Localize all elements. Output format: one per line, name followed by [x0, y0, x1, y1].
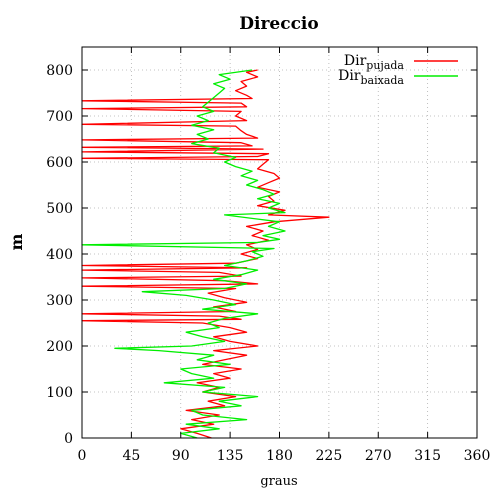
svg-text:Dirbaixada: Dirbaixada: [338, 68, 404, 87]
tick-labels: 0 45 90 135 180 225 270 315 360 0 100 200 300 400 500 6…: [46, 63, 490, 464]
x-tick-label: 135: [217, 448, 244, 464]
x-axis-label: graus: [260, 474, 297, 489]
y-tick-label: 200: [46, 339, 73, 355]
y-tick-label: 700: [46, 109, 73, 125]
series-line-pujada: [81, 69, 330, 439]
x-tick-label: 315: [414, 448, 441, 464]
x-tick-label: 360: [464, 448, 491, 464]
x-tick-label: 270: [365, 448, 392, 464]
legend-label-sub: pujada: [366, 59, 404, 72]
y-tick-label: 400: [46, 247, 73, 263]
axis-ticks: [81, 47, 478, 439]
legend-entry-pujada: Dirpujada: [344, 53, 458, 72]
series-line-baixada: [81, 69, 286, 439]
y-tick-label: 600: [46, 155, 73, 171]
y-tick-label: 800: [46, 63, 73, 79]
legend-entry-baixada: Dirbaixada: [338, 68, 458, 87]
series-layer: [81, 69, 330, 439]
y-tick-label: 300: [46, 293, 73, 309]
x-tick-label: 90: [172, 448, 190, 464]
legend: Dirpujada Dirbaixada: [338, 53, 458, 87]
y-tick-label: 100: [46, 385, 73, 401]
chart-title: Direccio: [239, 14, 318, 34]
y-tick-label: 0: [64, 431, 73, 447]
legend-label-sub: baixada: [361, 74, 405, 87]
svg-text:Dirpujada: Dirpujada: [344, 53, 405, 72]
legend-label-main: Dir: [338, 68, 361, 84]
x-tick-label: 225: [316, 448, 343, 464]
x-tick-label: 0: [78, 448, 87, 464]
legend-label-main: Dir: [344, 53, 367, 69]
y-axis-label: m: [7, 233, 26, 250]
y-tick-label: 500: [46, 201, 73, 217]
x-tick-label: 45: [122, 448, 140, 464]
x-tick-label: 180: [266, 448, 293, 464]
